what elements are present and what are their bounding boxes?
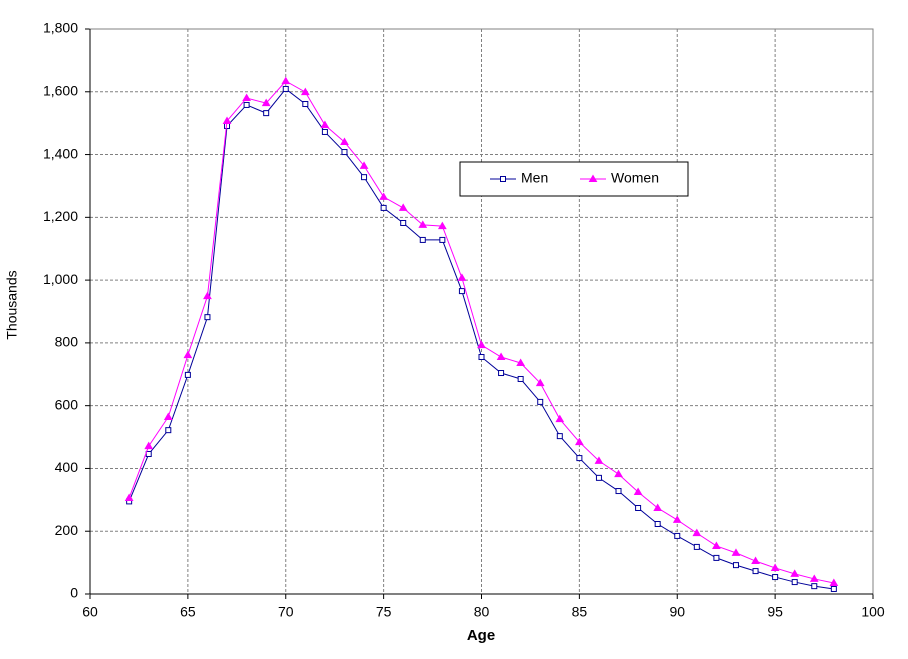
point (692, 528, 702, 537)
point (418, 220, 428, 228)
point (615, 488, 622, 495)
point (400, 219, 407, 226)
x-tick-label: 95 (767, 604, 783, 620)
y-tick-label: 1,600 (43, 82, 78, 98)
point (281, 76, 291, 85)
point (359, 161, 369, 169)
point (439, 236, 446, 243)
point (478, 354, 485, 361)
point (340, 137, 349, 145)
y-tick-label: 400 (55, 459, 79, 475)
y-tick-label: 0 (70, 585, 78, 601)
point (496, 352, 506, 361)
point (144, 441, 154, 450)
point (124, 493, 134, 501)
point (437, 221, 447, 230)
point (576, 455, 583, 462)
point (184, 371, 191, 378)
point (458, 288, 465, 295)
point (770, 563, 780, 571)
point (712, 541, 721, 549)
point (809, 574, 819, 582)
point (243, 101, 250, 108)
x-tick-label: 80 (474, 604, 490, 620)
legend-label: Women (611, 170, 659, 186)
point (145, 451, 152, 458)
x-tick-label: 100 (861, 604, 885, 620)
point (380, 204, 387, 211)
point (672, 515, 682, 523)
legend-marker (588, 174, 598, 182)
y-tick-label: 1,000 (43, 271, 78, 287)
point (811, 583, 818, 590)
point (829, 578, 839, 587)
point (595, 474, 602, 481)
point (282, 85, 289, 92)
point (379, 192, 388, 200)
x-axis-label: Age (467, 627, 495, 644)
point (457, 273, 467, 281)
point (517, 375, 524, 382)
point (732, 562, 739, 569)
point (556, 433, 563, 440)
point (263, 110, 270, 117)
point (242, 93, 251, 102)
point (204, 314, 211, 321)
point (398, 203, 408, 211)
point (752, 568, 759, 575)
legend-marker (500, 176, 506, 182)
x-tick-label: 90 (669, 604, 685, 620)
point (341, 149, 348, 156)
point (165, 427, 172, 434)
point (183, 350, 193, 359)
point (633, 487, 643, 495)
x-tick-label: 75 (376, 604, 392, 620)
point (731, 548, 741, 556)
point (653, 503, 663, 511)
y-tick-label: 800 (55, 334, 79, 350)
point (654, 521, 661, 528)
y-tick-label: 1,400 (43, 145, 78, 161)
point (594, 456, 604, 464)
x-tick-label: 60 (82, 604, 98, 620)
point (321, 128, 328, 135)
point (537, 398, 544, 405)
point (693, 543, 700, 550)
point (320, 120, 330, 129)
point (751, 556, 760, 565)
point (300, 87, 310, 96)
point (261, 98, 271, 107)
point (772, 574, 779, 581)
point (791, 579, 798, 586)
point (163, 412, 173, 420)
y-tick-label: 1,800 (43, 20, 78, 36)
point (674, 532, 681, 539)
point (516, 358, 526, 366)
point (498, 370, 505, 377)
point (361, 174, 368, 181)
y-tick-label: 600 (55, 396, 79, 412)
point (614, 469, 623, 478)
point (635, 504, 642, 511)
point (419, 236, 426, 243)
legend-label: Men (521, 170, 548, 186)
x-tick-label: 70 (278, 604, 294, 620)
point (222, 116, 232, 124)
point (203, 291, 212, 300)
point (302, 101, 309, 108)
point (555, 414, 565, 423)
y-axis-label: Thousands (4, 270, 20, 339)
point (830, 585, 837, 592)
point (790, 569, 800, 577)
y-tick-label: 200 (55, 522, 79, 538)
point (575, 437, 584, 446)
x-tick-label: 85 (572, 604, 588, 620)
point (535, 378, 545, 387)
x-tick-label: 65 (180, 604, 196, 620)
point (477, 340, 486, 349)
y-tick-label: 1,200 (43, 208, 78, 224)
point (713, 554, 720, 561)
